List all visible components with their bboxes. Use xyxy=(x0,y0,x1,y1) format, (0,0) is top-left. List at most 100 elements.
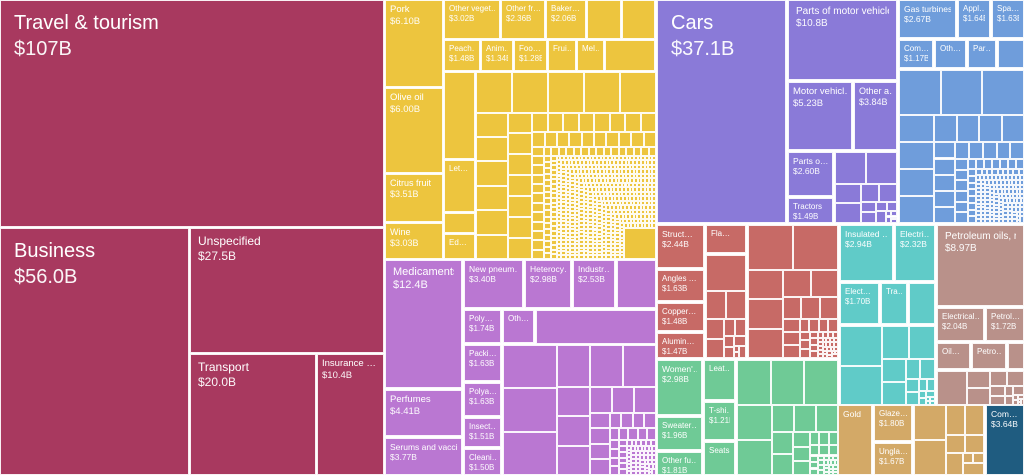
cell-machinery-unlabeled[interactable] xyxy=(1013,193,1017,199)
cell-food-agriculture-unlabeled[interactable] xyxy=(622,155,627,161)
cell-textiles-apparel-unlabeled[interactable] xyxy=(832,469,838,472)
cell-food-agriculture-unlabeled[interactable] xyxy=(597,204,602,209)
cell-machinery-unlabeled[interactable] xyxy=(998,198,1004,202)
cell-food-agriculture-unlabeled[interactable] xyxy=(644,191,649,197)
cell-petrol[interactable]: Petrol… $1.72B xyxy=(986,308,1024,341)
cell-chemicals-pharma-unlabeled[interactable] xyxy=(619,457,627,464)
cell-food-agriculture-unlabeled[interactable] xyxy=(588,255,593,259)
cell-electrical-unlabeled[interactable] xyxy=(882,326,909,359)
cell-other-a[interactable]: Other a…$3.84B xyxy=(854,82,897,150)
cell-com[interactable]: Com… $1.17B xyxy=(899,40,933,68)
cell-food-agriculture-unlabeled[interactable] xyxy=(607,169,612,174)
cell-food-agriculture-unlabeled[interactable] xyxy=(561,243,566,248)
cell-food-agriculture-unlabeled[interactable] xyxy=(580,160,584,165)
cell-food-agriculture-unlabeled[interactable] xyxy=(551,226,557,231)
cell-food-agriculture-unlabeled[interactable] xyxy=(643,131,656,147)
cell-chemicals-pharma-unlabeled[interactable] xyxy=(631,458,636,463)
cell-food-agriculture-unlabeled[interactable] xyxy=(652,191,656,197)
cell-petroleum-minerals-unlabeled[interactable] xyxy=(1007,371,1024,387)
cell-iron-steel-metals-unlabeled[interactable] xyxy=(831,354,838,358)
cell-food-agriculture-unlabeled[interactable] xyxy=(532,221,544,231)
cell-food-agriculture-unlabeled[interactable] xyxy=(565,169,571,174)
cell-machinery-unlabeled[interactable] xyxy=(993,180,997,185)
cell-food-agriculture-unlabeled[interactable] xyxy=(556,209,562,214)
cell-food-agriculture-unlabeled[interactable] xyxy=(476,72,512,113)
cell-food-agriculture-unlabeled[interactable] xyxy=(583,198,589,203)
cell-machinery-unlabeled[interactable] xyxy=(994,208,999,212)
cell-food-agriculture-unlabeled[interactable] xyxy=(561,236,566,241)
cell-electrical-unlabeled[interactable] xyxy=(882,358,906,382)
cell-chemicals-pharma-unlabeled[interactable] xyxy=(609,428,620,441)
cell-food-agriculture-unlabeled[interactable] xyxy=(596,169,600,174)
cell-par[interactable]: Par… xyxy=(968,40,996,68)
cell-food-agriculture-unlabeled[interactable] xyxy=(652,218,656,224)
cell-machinery-unlabeled[interactable] xyxy=(1016,159,1024,170)
cell-food-agriculture-unlabeled[interactable] xyxy=(636,182,641,188)
cell-machinery-unlabeled[interactable] xyxy=(1012,219,1017,223)
cell-textiles-apparel-unlabeled[interactable] xyxy=(819,445,829,456)
cell-food-agriculture-unlabeled[interactable] xyxy=(592,251,598,256)
cell-iron-steel-metals-unlabeled[interactable] xyxy=(822,346,828,351)
cell-food-agriculture-unlabeled[interactable] xyxy=(561,164,566,169)
cell-chemicals-pharma-unlabeled[interactable] xyxy=(617,260,656,308)
cell-food-agriculture-unlabeled[interactable] xyxy=(561,255,566,259)
cell-food-agriculture-unlabeled[interactable] xyxy=(601,232,607,236)
cell-textiles-apparel-unlabeled[interactable] xyxy=(831,460,835,465)
cell-chemicals-pharma-unlabeled[interactable] xyxy=(652,468,656,475)
cell-food-agriculture-unlabeled[interactable] xyxy=(592,214,598,219)
cell-machinery-unlabeled[interactable] xyxy=(996,180,1001,185)
cell-food-agriculture-unlabeled[interactable] xyxy=(556,183,562,187)
cell-machinery-unlabeled[interactable] xyxy=(934,115,957,143)
cell-chemicals-pharma-unlabeled[interactable] xyxy=(631,454,636,459)
cell-industr[interactable]: Industr… $2.53B xyxy=(573,260,615,308)
cell-food-agriculture-unlabeled[interactable] xyxy=(556,198,562,203)
cell-business[interactable]: Business $56.0B xyxy=(0,228,189,475)
cell-petroleum-minerals-unlabeled[interactable] xyxy=(1013,386,1024,395)
cell-textiles-apparel-unlabeled[interactable] xyxy=(824,460,828,465)
cell-food-agriculture-unlabeled[interactable] xyxy=(640,205,645,210)
cell-machinery-unlabeled[interactable] xyxy=(980,180,986,185)
cell-food-agriculture-unlabeled[interactable] xyxy=(569,164,574,170)
cell-stone-ceramics-gold-unlabeled[interactable] xyxy=(964,405,984,436)
cell-food-agriculture-unlabeled[interactable] xyxy=(581,146,589,156)
cell-chemicals-pharma-unlabeled[interactable] xyxy=(590,345,623,388)
cell-food-agriculture-unlabeled[interactable] xyxy=(613,205,618,210)
cell-iron-steel-metals-unlabeled[interactable] xyxy=(799,318,810,332)
cell-machinery-unlabeled[interactable] xyxy=(989,180,994,185)
cell-machinery-unlabeled[interactable] xyxy=(899,196,935,223)
cell-food-agriculture-unlabeled[interactable] xyxy=(606,217,611,222)
cell-iron-steel-metals-unlabeled[interactable] xyxy=(733,345,740,352)
cell-chemicals-pharma-unlabeled[interactable] xyxy=(635,471,641,475)
cell-textiles-apparel-unlabeled[interactable] xyxy=(828,445,838,456)
cell-machinery-unlabeled[interactable] xyxy=(997,184,1002,190)
cell-iron-steel-metals-unlabeled[interactable] xyxy=(826,342,831,347)
cell-food-agriculture-unlabeled[interactable] xyxy=(476,161,508,186)
cell-food-agriculture-unlabeled[interactable] xyxy=(556,205,562,210)
cell-machinery-unlabeled[interactable] xyxy=(934,190,956,207)
cell-food-agriculture-unlabeled[interactable] xyxy=(614,209,619,215)
cell-food-agriculture-unlabeled[interactable] xyxy=(610,182,615,188)
cell-machinery-unlabeled[interactable] xyxy=(989,200,995,205)
cell-food-agriculture-unlabeled[interactable] xyxy=(610,229,616,233)
cell-food-agriculture-unlabeled[interactable] xyxy=(565,217,571,222)
cell-food-agriculture-unlabeled[interactable] xyxy=(581,173,586,179)
cell-food-agriculture-unlabeled[interactable] xyxy=(565,206,571,211)
cell-food-agriculture-unlabeled[interactable] xyxy=(576,160,581,165)
cell-food-agriculture-unlabeled[interactable] xyxy=(597,229,602,234)
cell-food-agriculture-unlabeled[interactable] xyxy=(641,191,645,197)
cell-food-agriculture-unlabeled[interactable] xyxy=(583,206,589,210)
cell-food-agriculture-unlabeled[interactable] xyxy=(632,205,637,210)
cell-mel[interactable]: Mel… xyxy=(577,40,604,71)
cell-machinery-unlabeled[interactable] xyxy=(980,184,986,188)
cell-food-agriculture-unlabeled[interactable] xyxy=(597,226,602,230)
cell-food-agriculture-unlabeled[interactable] xyxy=(551,169,557,175)
cell-food-agriculture-unlabeled[interactable] xyxy=(551,174,557,180)
cell-vehicles-unlabeled[interactable] xyxy=(890,219,897,223)
cell-food-agriculture-unlabeled[interactable] xyxy=(532,112,548,132)
cell-food-agriculture-unlabeled[interactable] xyxy=(588,229,593,233)
cell-machinery-unlabeled[interactable] xyxy=(998,40,1024,68)
cell-food-agriculture-unlabeled[interactable] xyxy=(614,182,618,188)
cell-chemicals-pharma-unlabeled[interactable] xyxy=(503,345,557,389)
cell-food-agriculture-unlabeled[interactable] xyxy=(610,209,615,215)
cell-machinery-unlabeled[interactable] xyxy=(998,193,1003,199)
